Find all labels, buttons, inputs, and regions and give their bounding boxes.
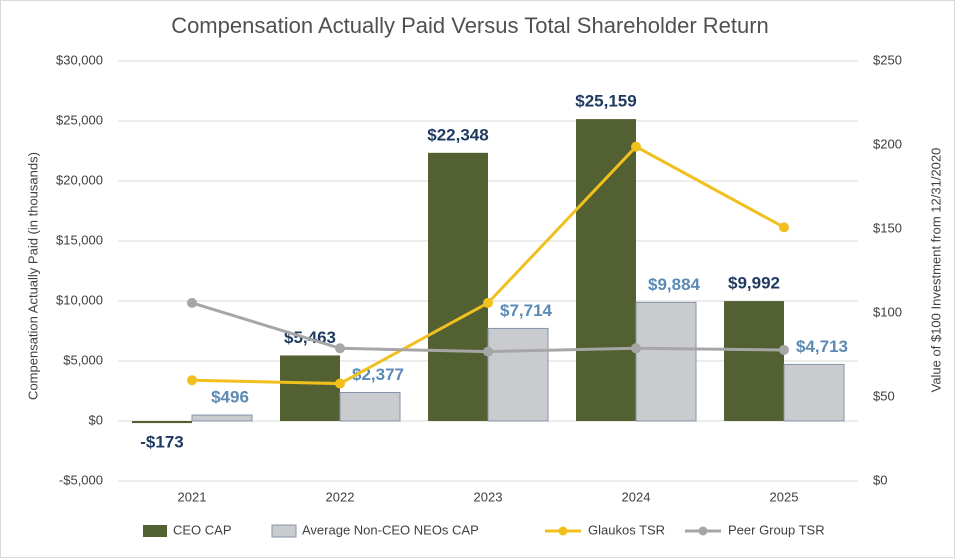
y2-axis-label: Value of $100 Investment from 12/31/2020 xyxy=(928,148,943,393)
y-tick-label: $25,000 xyxy=(56,112,103,127)
legend-swatch xyxy=(143,525,167,537)
line-point xyxy=(483,297,493,308)
legend-label: Glaukos TSR xyxy=(588,522,665,537)
line-point xyxy=(335,343,345,354)
y2-tick-label: $100 xyxy=(873,304,902,319)
legend-label: Average Non-CEO NEOs CAP xyxy=(302,522,479,537)
x-tick-label: 2021 xyxy=(178,489,207,504)
bar xyxy=(487,327,549,422)
bar xyxy=(635,301,697,422)
y2-tick-label: $250 xyxy=(873,52,902,67)
y-tick-label: -$5,000 xyxy=(59,472,103,487)
y-tick-label: $15,000 xyxy=(56,232,103,247)
y2-tick-label: $50 xyxy=(873,388,895,403)
bar xyxy=(132,421,192,424)
legend-swatch-point xyxy=(558,526,568,536)
legend-swatch-point xyxy=(698,526,708,536)
bar xyxy=(724,301,784,421)
line-point xyxy=(483,346,493,357)
line-point xyxy=(779,222,789,233)
x-tick-label: 2023 xyxy=(474,489,503,504)
y2-tick-label: $0 xyxy=(873,472,887,487)
y2-tick-label: $200 xyxy=(873,136,902,151)
data-label: $7,714 xyxy=(500,301,553,320)
y2-tick-label: $150 xyxy=(873,220,902,235)
data-label: $496 xyxy=(211,388,249,407)
x-tick-label: 2025 xyxy=(770,489,799,504)
bar xyxy=(191,414,253,422)
line-point xyxy=(187,375,197,386)
bar xyxy=(339,391,401,422)
line-point xyxy=(335,378,345,389)
data-label: $4,713 xyxy=(796,337,848,356)
line-point xyxy=(779,344,789,355)
bar xyxy=(576,119,636,421)
y-tick-label: $0 xyxy=(89,412,103,427)
legend-label: CEO CAP xyxy=(173,522,232,537)
line-point xyxy=(631,141,641,152)
chart-title: Compensation Actually Paid Versus Total … xyxy=(171,13,769,38)
legend-swatch xyxy=(271,524,297,538)
x-tick-label: 2024 xyxy=(622,489,651,504)
data-label: $9,884 xyxy=(648,275,701,294)
legend-label: Peer Group TSR xyxy=(728,522,825,537)
data-label: $25,159 xyxy=(575,92,636,111)
y-tick-label: $30,000 xyxy=(56,52,103,67)
y-tick-label: $20,000 xyxy=(56,172,103,187)
bar xyxy=(783,363,845,422)
data-label: $22,348 xyxy=(427,125,488,144)
data-label: -$173 xyxy=(140,432,183,451)
y-axis-label: Compensation Actually Paid (in thousands… xyxy=(25,152,40,400)
data-label: $9,992 xyxy=(728,274,780,293)
y-tick-label: $5,000 xyxy=(63,352,103,367)
bar xyxy=(428,152,488,421)
line-point xyxy=(631,343,641,354)
line-point xyxy=(187,297,197,308)
y-tick-label: $10,000 xyxy=(56,292,103,307)
x-tick-label: 2022 xyxy=(326,489,355,504)
bar xyxy=(280,355,340,421)
